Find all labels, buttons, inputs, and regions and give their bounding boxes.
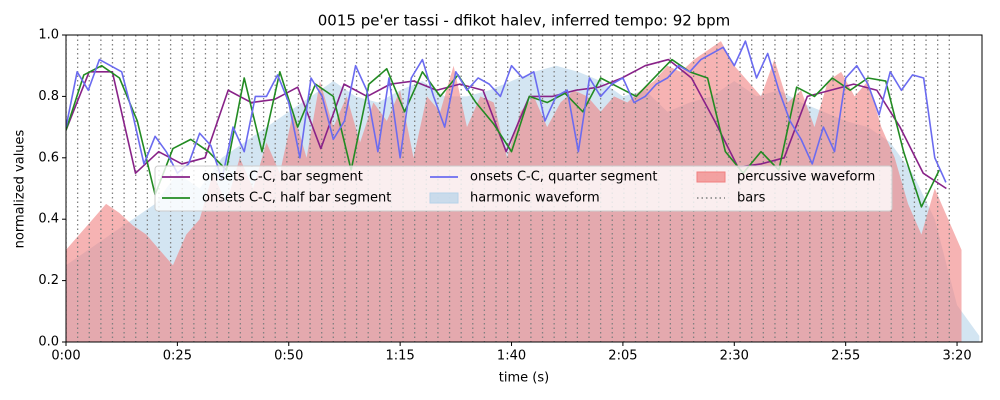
- x-tick-label: 1:40: [497, 349, 526, 364]
- y-tick-label: 0.4: [38, 212, 59, 227]
- legend-label: onsets C-C, quarter segment: [470, 170, 657, 185]
- x-tick-label: 0:25: [163, 349, 192, 364]
- x-tick-label: 3:20: [942, 349, 971, 364]
- legend: onsets C-C, bar segment onsets C-C, half …: [154, 165, 893, 212]
- onset-line: [66, 58, 947, 190]
- onset-line: [66, 40, 947, 183]
- x-tick-label: 0:00: [51, 349, 80, 364]
- x-tick-label: 2:30: [720, 349, 749, 364]
- y-tick-label: 0.0: [38, 335, 59, 350]
- onset-line: [66, 58, 940, 208]
- legend-label: onsets C-C, half bar segment: [202, 191, 391, 206]
- legend-handle: [429, 192, 459, 204]
- y-tick-label: 0.6: [38, 150, 59, 165]
- y-tick-label: 0.2: [38, 273, 59, 288]
- x-tick-label: 0:50: [274, 349, 303, 364]
- legend-label: onsets C-C, bar segment: [202, 170, 363, 185]
- x-tick-label: 2:05: [608, 349, 637, 364]
- legend-label: bars: [737, 191, 766, 206]
- x-axis-label: time (s): [499, 371, 549, 386]
- y-tick-label: 0.8: [38, 89, 59, 104]
- x-tick-label: 1:15: [386, 349, 415, 364]
- y-tick-label: 1.0: [38, 28, 59, 43]
- x-tick-label: 2:55: [831, 349, 860, 364]
- legend-label: harmonic waveform: [470, 191, 600, 206]
- legend-handle: [696, 171, 726, 183]
- chart-title: 0015 pe'er tassi - dfikot halev, inferre…: [318, 12, 730, 30]
- legend-label: percussive waveform: [737, 170, 875, 185]
- y-axis-label: normalized values: [13, 129, 28, 248]
- axes-frame: [65, 34, 983, 343]
